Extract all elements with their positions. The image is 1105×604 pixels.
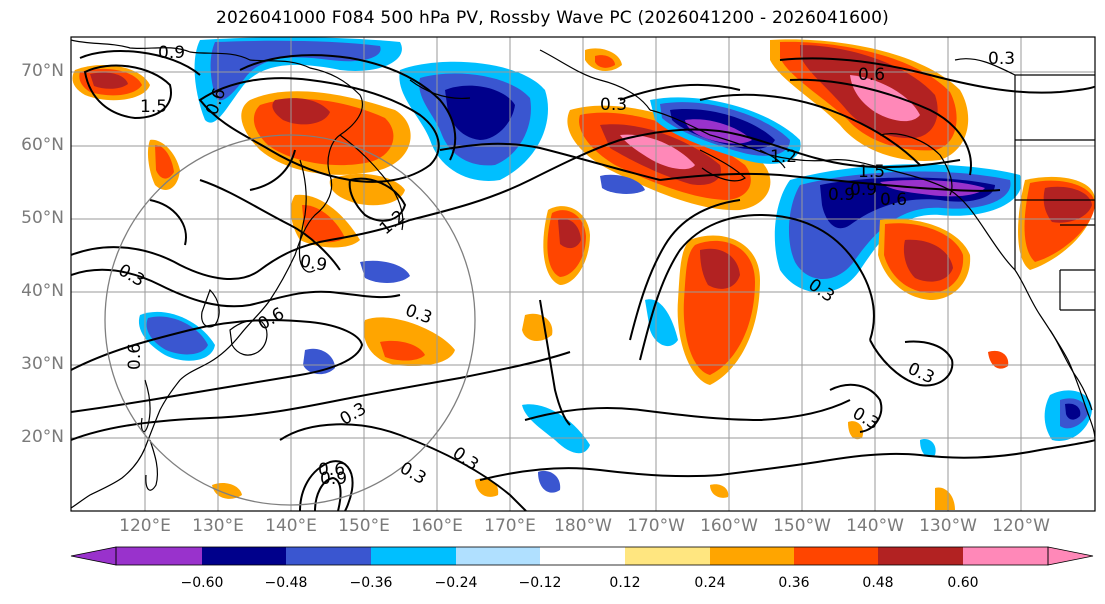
lon-label: 130°E — [192, 516, 244, 536]
colorbar-segments — [116, 547, 1048, 565]
lon-label: 160°E — [411, 516, 463, 536]
anomaly-positive — [302, 204, 345, 243]
anomaly-positive — [155, 145, 174, 179]
contour-label: 0.9 — [850, 180, 877, 200]
colorbar-segment — [371, 547, 456, 565]
lat-label: 20°N — [21, 427, 64, 447]
colorbar-segment — [794, 547, 878, 565]
lat-label: 40°N — [21, 281, 64, 301]
lon-label: 140°W — [846, 516, 904, 536]
lon-label: 160°W — [700, 516, 758, 536]
anomaly-negative — [600, 174, 645, 194]
colorbar-segment — [116, 547, 202, 565]
lat-label: 60°N — [21, 135, 64, 155]
contour-label: 0.6 — [318, 460, 345, 480]
anomaly-positive — [90, 72, 128, 89]
colorbar-tick-label: −0.24 — [434, 575, 478, 591]
lat-label: 70°N — [21, 61, 64, 81]
anomaly-negative — [445, 85, 515, 140]
map-frame — [70, 36, 1096, 512]
lon-label: 140°E — [265, 516, 317, 536]
lon-label: 150°W — [773, 516, 831, 536]
contour-label: 0.6 — [880, 190, 907, 210]
contour-label: 0.3 — [988, 49, 1015, 69]
colorbar-tick-label: 0.36 — [778, 575, 810, 591]
lon-label: 120°W — [992, 516, 1050, 536]
anomaly-positive — [710, 484, 729, 498]
reference-circle — [104, 134, 476, 506]
colorbar-segment — [963, 547, 1048, 565]
colorbar-segment — [710, 547, 794, 565]
colorbar-tick-label: −0.60 — [180, 575, 224, 591]
anomaly-positive — [212, 483, 242, 499]
contour-label: 0.9 — [158, 43, 185, 63]
colorbar-extend-max — [1047, 546, 1094, 566]
colorbar-tick-label: 0.48 — [862, 575, 894, 591]
colorbar-tick-label: 0.24 — [694, 575, 726, 591]
contour-label: 0.9 — [828, 185, 855, 205]
graticule — [71, 37, 1095, 511]
colorbar-segment — [878, 547, 963, 565]
colorbar-tick-label: −0.12 — [518, 575, 562, 591]
anomaly-negative — [146, 316, 208, 355]
colorbar-segment — [540, 547, 625, 565]
lon-label: 180°W — [554, 516, 612, 536]
colorbar-segment — [456, 547, 540, 565]
contour-label: 1.2 — [770, 147, 797, 167]
anomaly-positive — [475, 478, 499, 497]
anomaly-positive — [935, 487, 955, 510]
anomaly-negative — [538, 470, 561, 493]
lon-label: 170°W — [627, 516, 685, 536]
anomaly-positive — [988, 350, 1009, 369]
colorbar-tick-label: 0.60 — [947, 575, 979, 591]
colorbar-segment — [625, 547, 710, 565]
colorbar-segment — [286, 547, 371, 565]
lon-label: 130°W — [919, 516, 977, 536]
anomaly-negative — [360, 260, 410, 284]
pv-anomaly-fill — [72, 37, 1095, 510]
contour-label: 0.9 — [320, 469, 347, 489]
colorbar-tick-label: −0.48 — [264, 575, 308, 591]
contour-label: 1.5 — [858, 162, 885, 182]
contour-label: 0.9 — [298, 251, 328, 275]
colorbar-segment — [202, 547, 286, 565]
anomaly-positive — [700, 248, 740, 289]
contour-label: 0.6 — [858, 65, 885, 85]
colorbar-tick-label: 0.12 — [609, 575, 641, 591]
colorbar-frame — [115, 546, 1049, 566]
contour-label: 1.5 — [140, 97, 167, 117]
anomaly-positive — [620, 134, 695, 170]
anomaly-positive — [903, 239, 953, 282]
colorbar-tick-label: −0.36 — [349, 575, 393, 591]
anomaly-negative — [1065, 403, 1081, 420]
map-title: 2026041000 F084 500 hPa PV, Rossby Wave … — [216, 8, 889, 28]
contour-label: 0.6 — [125, 343, 145, 370]
anomaly-positive — [380, 340, 425, 361]
anomaly-positive — [595, 55, 615, 68]
lon-label: 150°E — [338, 516, 390, 536]
anomaly-positive — [1043, 186, 1092, 223]
lon-label: 170°E — [484, 516, 536, 536]
anomaly-positive — [272, 98, 330, 125]
anomaly-positive — [850, 75, 920, 122]
pv-contours — [71, 50, 1095, 511]
contour-label: 0.3 — [600, 95, 627, 115]
colorbar-extend-min — [70, 546, 117, 566]
lon-label: 120°E — [119, 516, 171, 536]
anomaly-negative — [920, 439, 936, 457]
anomaly-positive — [848, 421, 864, 440]
lat-label: 30°N — [21, 354, 64, 374]
anomaly-positive — [558, 219, 581, 249]
lat-label: 50°N — [21, 208, 64, 228]
